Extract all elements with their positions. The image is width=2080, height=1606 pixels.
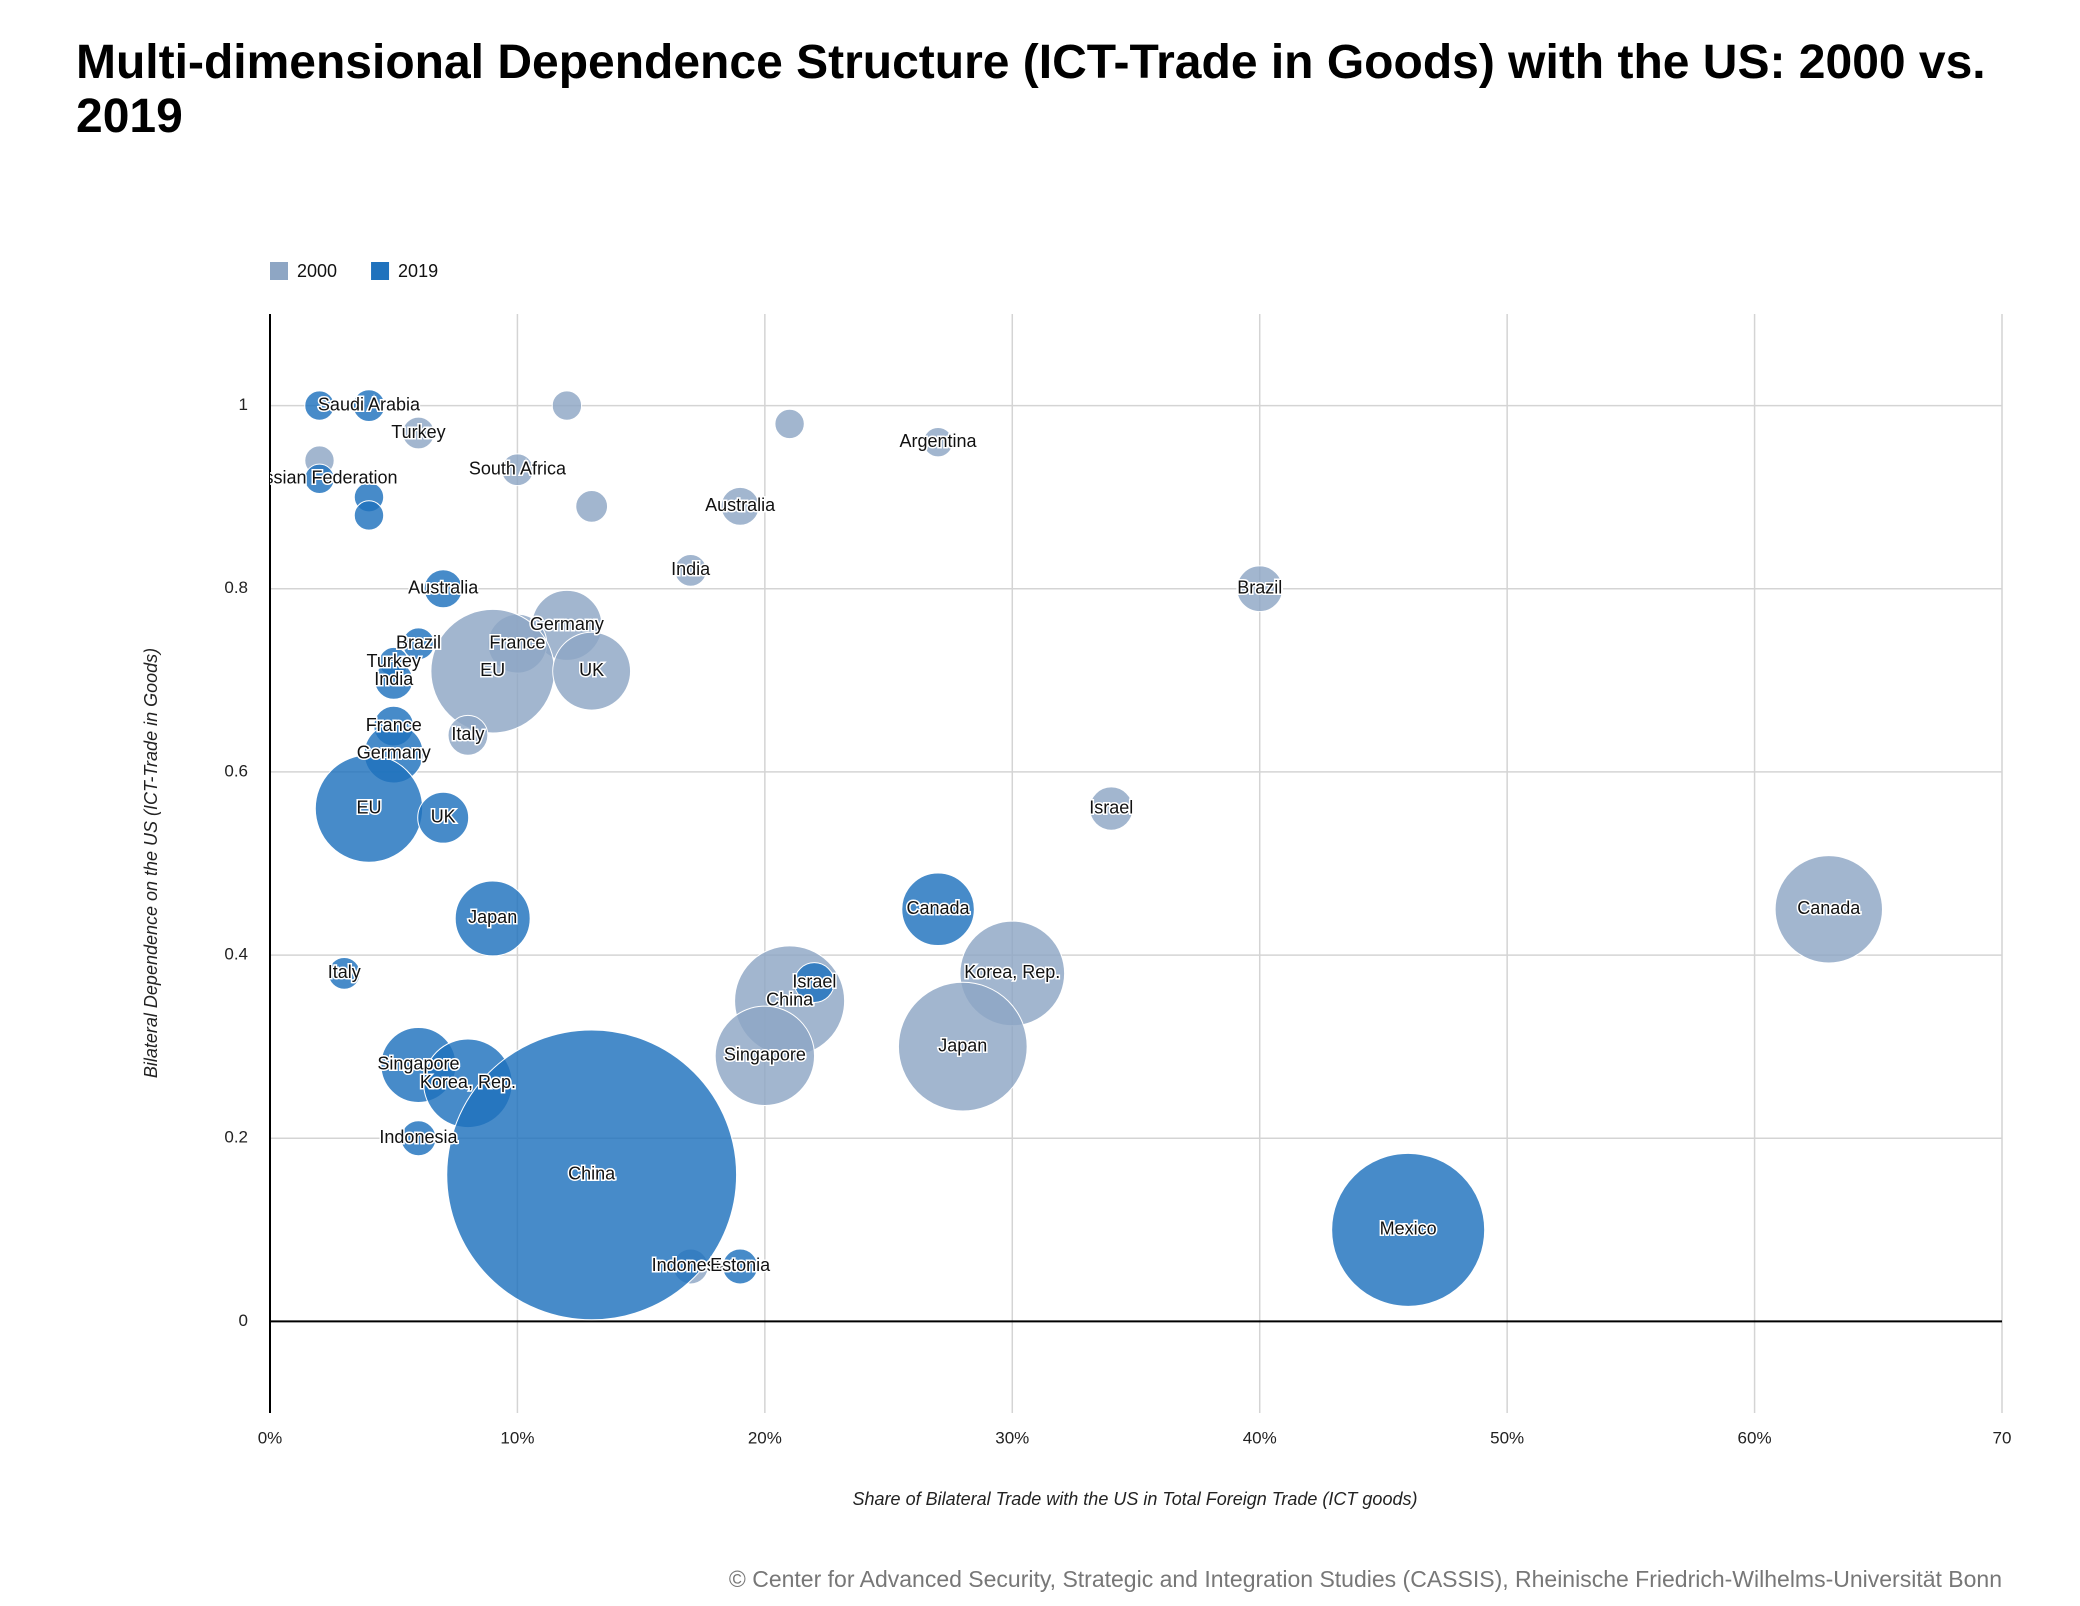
plot-area: Turkey South Africa Argentina Australia Indi… <box>241 389 1883 1321</box>
bubble-label: Mexico <box>1380 1219 1437 1239</box>
bubble-label: Brazil <box>1237 578 1282 598</box>
bubble <box>402 416 435 450</box>
bubble-label: China <box>766 990 814 1010</box>
bubble-label: Brazil <box>396 632 441 652</box>
bubble-label: Korea, Rep. <box>420 1072 516 1092</box>
bubble <box>417 791 470 844</box>
bubble <box>446 1029 738 1321</box>
bubble-label: Italy <box>451 724 484 744</box>
legend-label: 2000 <box>297 261 337 281</box>
x-tick-label: 70 <box>1993 1428 2012 1447</box>
bubble <box>714 1005 816 1106</box>
bubble <box>722 1248 759 1285</box>
x-tick-label: 60% <box>1738 1428 1772 1447</box>
legend-swatch <box>371 262 390 280</box>
bubble <box>901 872 975 947</box>
bubble-label: EU <box>480 660 505 680</box>
bubble-label: India <box>374 669 414 689</box>
bubble-label: Korea, Rep. <box>964 962 1060 982</box>
x-axis-label: Share of Bilateral Trade with the US in … <box>853 1489 1418 1509</box>
bubble <box>1331 1152 1486 1307</box>
bubble <box>674 554 708 587</box>
bubble-label: France <box>366 715 422 735</box>
x-tick-label: 30% <box>995 1428 1029 1447</box>
y-tick-label: 0.6 <box>224 761 248 780</box>
bubble <box>793 962 835 1003</box>
legend-label: 2019 <box>398 261 438 281</box>
bubble <box>304 390 335 421</box>
bubble-label: UK <box>579 660 604 680</box>
bubble <box>1089 786 1134 831</box>
bubble <box>552 631 632 711</box>
bubble-label: France <box>489 632 545 652</box>
x-tick-label: 50% <box>1490 1428 1524 1447</box>
bubble-label: Singapore <box>724 1045 806 1065</box>
x-tick-label: 10% <box>500 1428 534 1447</box>
y-tick-label: 0 <box>239 1311 248 1330</box>
y-tick-label: 1 <box>239 395 248 414</box>
bubble <box>400 1120 437 1157</box>
bubble-label: Saudi Arabia <box>318 394 421 414</box>
bubble-label: Canada <box>1797 898 1861 918</box>
bubble-label: China <box>568 1164 616 1184</box>
chart-title: Multi-dimensional Dependence Structure (… <box>76 36 1986 143</box>
bubble <box>922 427 954 458</box>
bubble <box>447 714 489 756</box>
bubble-label: Australia <box>705 495 776 515</box>
bubble <box>1236 565 1284 613</box>
bubble <box>327 957 361 990</box>
x-tick-label: 20% <box>748 1428 782 1447</box>
bubble-label: Germany <box>530 614 604 634</box>
bubble-label: Argentina <box>900 431 978 451</box>
bubble-label: Singapore <box>377 1054 459 1074</box>
bubble-label: Canada <box>907 898 971 918</box>
bubble <box>352 389 386 422</box>
y-tick-label: 0.2 <box>224 1128 248 1147</box>
x-tick-label: 0% <box>258 1428 283 1447</box>
bubble <box>423 569 463 609</box>
bubble-label: Indonesia <box>652 1255 731 1275</box>
y-tick-label: 0.8 <box>224 578 248 597</box>
y-tick-label: 0.4 <box>224 945 248 964</box>
bubble <box>897 981 1028 1112</box>
bubble-label: Israel <box>1089 797 1133 817</box>
bubble-label: Turkey <box>391 422 445 442</box>
bubble-label: Germany <box>357 742 431 762</box>
bubble <box>353 500 385 531</box>
y-axis-label: Bilateral Dependence on the US (ICT-Trad… <box>141 648 161 1078</box>
bubble <box>1774 855 1883 964</box>
bubble <box>575 489 609 523</box>
bubble <box>551 390 583 421</box>
bubble-label: Indonesia <box>379 1127 458 1147</box>
bubble-label: UK <box>431 806 456 826</box>
bubble <box>454 880 531 957</box>
bubble-label: Japan <box>938 1035 987 1055</box>
bubble-label: Israel <box>792 971 836 991</box>
bubble <box>304 463 335 495</box>
bubble <box>774 408 805 440</box>
bubble-label: South Africa <box>469 458 567 478</box>
bubble-label: Russian Federation <box>241 468 397 488</box>
bubble-label: Australia <box>408 578 479 598</box>
bubble <box>720 486 760 526</box>
bubble <box>501 453 534 487</box>
bubble-label: India <box>671 559 711 579</box>
x-tick-label: 40% <box>1243 1428 1277 1447</box>
source: © Center for Advanced Security, Strategi… <box>729 1566 2002 1592</box>
bubble-label: Turkey <box>367 651 421 671</box>
bubble-label: Estonia <box>710 1255 771 1275</box>
bubble-label: EU <box>356 797 381 817</box>
bubble-label: Japan <box>468 907 517 927</box>
bubble <box>402 627 435 661</box>
bubble <box>374 660 414 700</box>
bubble-label: Italy <box>328 962 361 982</box>
legend-swatch <box>270 262 288 280</box>
